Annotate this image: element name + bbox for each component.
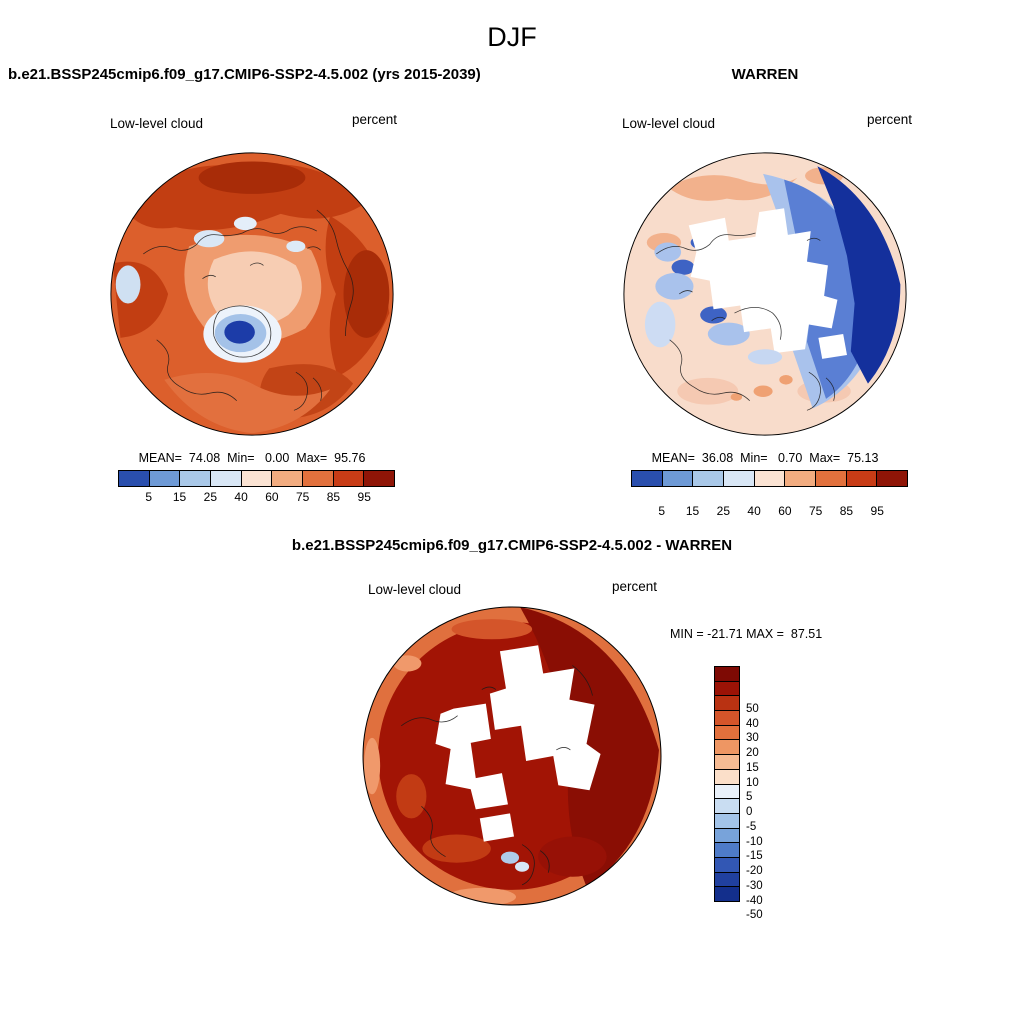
model-field-label: Low-level cloud [110,116,204,131]
diff-colorbar-labels: 50 40 30 20 15 10 5 0 -5 -10 -15 -20 -30 -40 -50 [746,702,763,922]
obs-header: WARREN [731,66,799,83]
model-stats: MEAN= 74.08 Min= 0.00 Max= 95.76 [138,451,366,465]
diff-header: b.e21.BSSP245cmip6.f09_g17.CMIP6-SSP2-4.… [291,537,733,554]
obs-map-rim [623,152,907,436]
model-colorbar [118,470,395,487]
diff-map-fill [363,607,661,905]
model-map-svg [110,152,394,436]
obs-map-svg [623,152,907,436]
model-coastlines [143,209,354,411]
diff-units-label: percent [611,579,657,594]
figure-title: DJF [487,22,537,52]
model-header: b.e21.BSSP245cmip6.f09_g17.CMIP6-SSP2-4.… [8,66,481,83]
obs-stats: MEAN= 36.08 Min= 0.70 Max= 75.13 [651,451,879,465]
obs-coastlines [656,232,835,411]
diff-colorbar [714,666,740,902]
obs-colorbar-ticks: 5 15 25 40 60 75 85 95 [658,504,884,518]
model-map [109,151,395,437]
diff-map [361,605,663,907]
diff-minmax: MIN = -21.71 MAX = 87.51 [670,627,823,641]
obs-colorbar [631,470,908,487]
obs-field-label: Low-level cloud [622,116,716,131]
diff-coastlines [401,665,593,886]
obs-map-fill [623,152,907,436]
diff-field-label: Low-level cloud [368,582,462,597]
diff-map-svg [362,606,662,906]
model-map-fill [110,152,394,436]
model-colorbar-ticks: 5 15 25 40 60 75 85 95 [145,490,371,504]
obs-units-label: percent [866,112,912,127]
obs-map [622,151,908,437]
diff-map-rim [362,606,662,906]
model-units-label: percent [351,112,397,127]
model-map-rim [110,152,394,436]
